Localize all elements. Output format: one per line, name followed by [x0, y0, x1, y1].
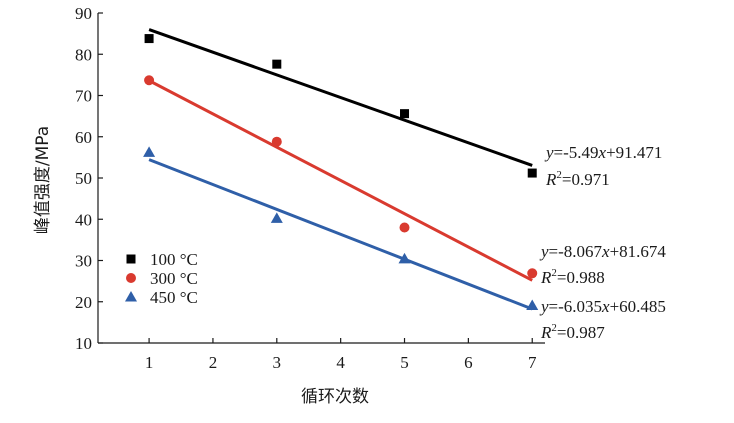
fit-equation-series-3: y=-6.035x+60.485 — [539, 297, 666, 316]
x-tick-label: 3 — [273, 353, 282, 372]
data-point-series-2 — [399, 222, 410, 233]
x-tick-label: 2 — [209, 353, 218, 372]
y-axis-title: 峰值强度/MPa — [33, 126, 53, 234]
y-tick-label: 20 — [75, 293, 92, 312]
y-tick-label: 40 — [75, 210, 92, 229]
x-axis-title: 循环次数 — [301, 387, 369, 407]
fit-equation-series-2: y=-8.067x+81.674 — [539, 242, 666, 261]
y-tick-label: 90 — [75, 4, 92, 23]
y-ticks: 10 20 30 40 50 60 70 80 90 — [75, 4, 103, 353]
data-point-series-2 — [271, 136, 282, 147]
legend-marker-series-3 — [125, 291, 137, 302]
data-point-series-1 — [144, 34, 154, 44]
fit-line-series-3 — [148, 158, 533, 311]
r-squared-series-1: R2=0.971 — [545, 169, 610, 189]
fit-equation-series-1: y=-5.49x+91.471 — [544, 143, 662, 162]
y-tick-label: 70 — [75, 87, 92, 106]
fit-lines — [148, 28, 533, 311]
x-tick-label: 5 — [400, 353, 409, 372]
data-point-series-3 — [526, 299, 539, 310]
legend-label-series-1: 100 °C — [150, 250, 198, 269]
legend-marker-series-1 — [126, 254, 136, 264]
data-point-series-1 — [527, 168, 537, 178]
data-point-series-2 — [527, 268, 538, 279]
r-squared-series-2: R2=0.988 — [540, 267, 605, 287]
y-tick-label: 50 — [75, 169, 92, 188]
fit-line-series-2 — [148, 79, 533, 282]
x-tick-label: 4 — [336, 353, 345, 372]
y-tick-label: 80 — [75, 45, 92, 64]
data-point-series-3 — [398, 252, 411, 264]
data-point-series-3 — [143, 146, 156, 157]
x-ticks: 1 2 3 4 5 6 7 — [145, 338, 537, 372]
data-point-series-1 — [272, 59, 282, 69]
data-points — [143, 34, 539, 310]
x-tick-label: 7 — [528, 353, 537, 372]
fit-equations: y=-5.49x+91.471 R2=0.971 y=-8.067x+81.674 R… — [539, 143, 666, 342]
x-tick-label: 1 — [145, 353, 154, 372]
y-tick-label: 60 — [75, 128, 92, 147]
legend-label-series-2: 300 °C — [150, 269, 198, 288]
x-tick-label: 6 — [464, 353, 473, 372]
r-squared-series-3: R2=0.987 — [540, 322, 605, 342]
y-tick-label: 30 — [75, 252, 92, 271]
y-tick-label: 10 — [75, 334, 92, 353]
data-point-series-1 — [400, 109, 410, 119]
fit-line-series-1 — [148, 28, 533, 167]
legend-label-series-3: 450 °C — [150, 288, 198, 307]
legend-marker-series-2 — [126, 273, 136, 283]
data-point-series-3 — [270, 212, 283, 223]
data-point-series-2 — [144, 75, 155, 86]
